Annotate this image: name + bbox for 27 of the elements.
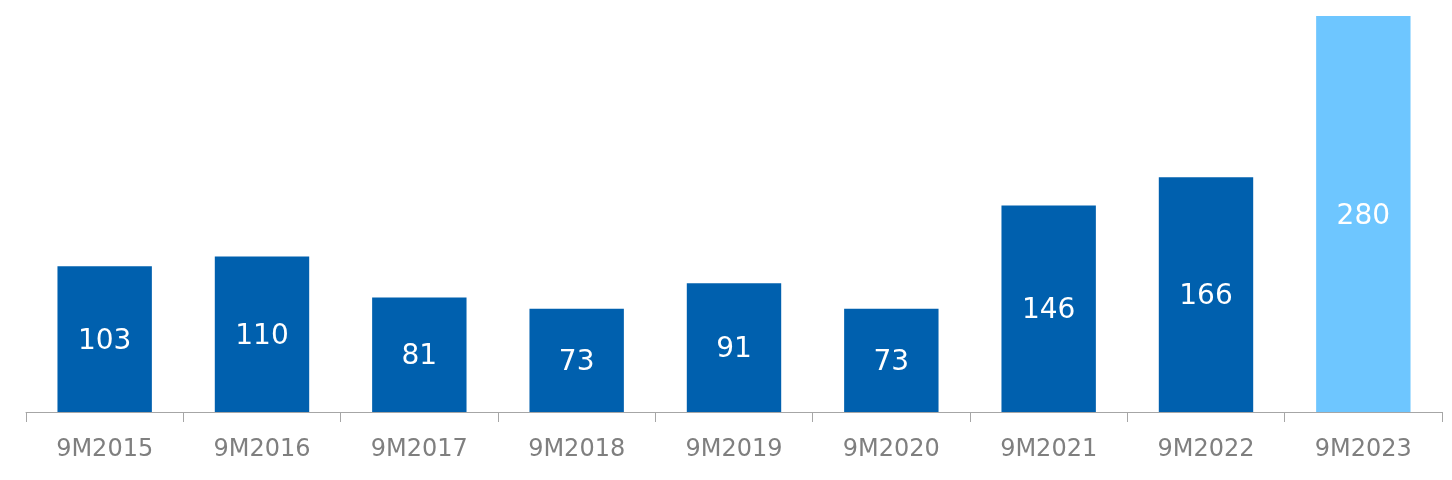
data-label: 91 bbox=[716, 331, 752, 365]
data-label: 81 bbox=[401, 338, 438, 372]
x-tick-label: 9M2016 bbox=[213, 434, 311, 462]
x-tick-label: 9M2022 bbox=[1157, 434, 1255, 462]
bar bbox=[529, 308, 624, 412]
data-label: 166 bbox=[1179, 278, 1233, 312]
bar bbox=[1001, 205, 1096, 412]
bar bbox=[372, 297, 467, 412]
bar bbox=[214, 256, 310, 412]
x-tick-label: 9M2023 bbox=[1314, 434, 1412, 462]
x-tick-label: 9M2021 bbox=[1000, 434, 1098, 462]
x-tick-label: 9M2019 bbox=[685, 434, 783, 462]
data-label: 73 bbox=[558, 343, 595, 377]
data-label: 110 bbox=[235, 317, 289, 351]
x-tick-label: 9M2018 bbox=[528, 434, 626, 462]
bar bbox=[686, 283, 782, 412]
bar bbox=[1316, 16, 1411, 412]
data-label: 73 bbox=[873, 343, 910, 377]
data-label: 280 bbox=[1336, 197, 1391, 231]
bar bbox=[1158, 177, 1254, 412]
bar bbox=[844, 308, 939, 412]
x-tick-label: 9M2020 bbox=[842, 434, 940, 462]
data-label: 103 bbox=[77, 322, 132, 356]
x-tick-label: 9M2017 bbox=[370, 434, 468, 462]
x-tick-label: 9M2015 bbox=[56, 434, 154, 462]
bar bbox=[57, 266, 152, 412]
data-label: 146 bbox=[1021, 292, 1076, 326]
